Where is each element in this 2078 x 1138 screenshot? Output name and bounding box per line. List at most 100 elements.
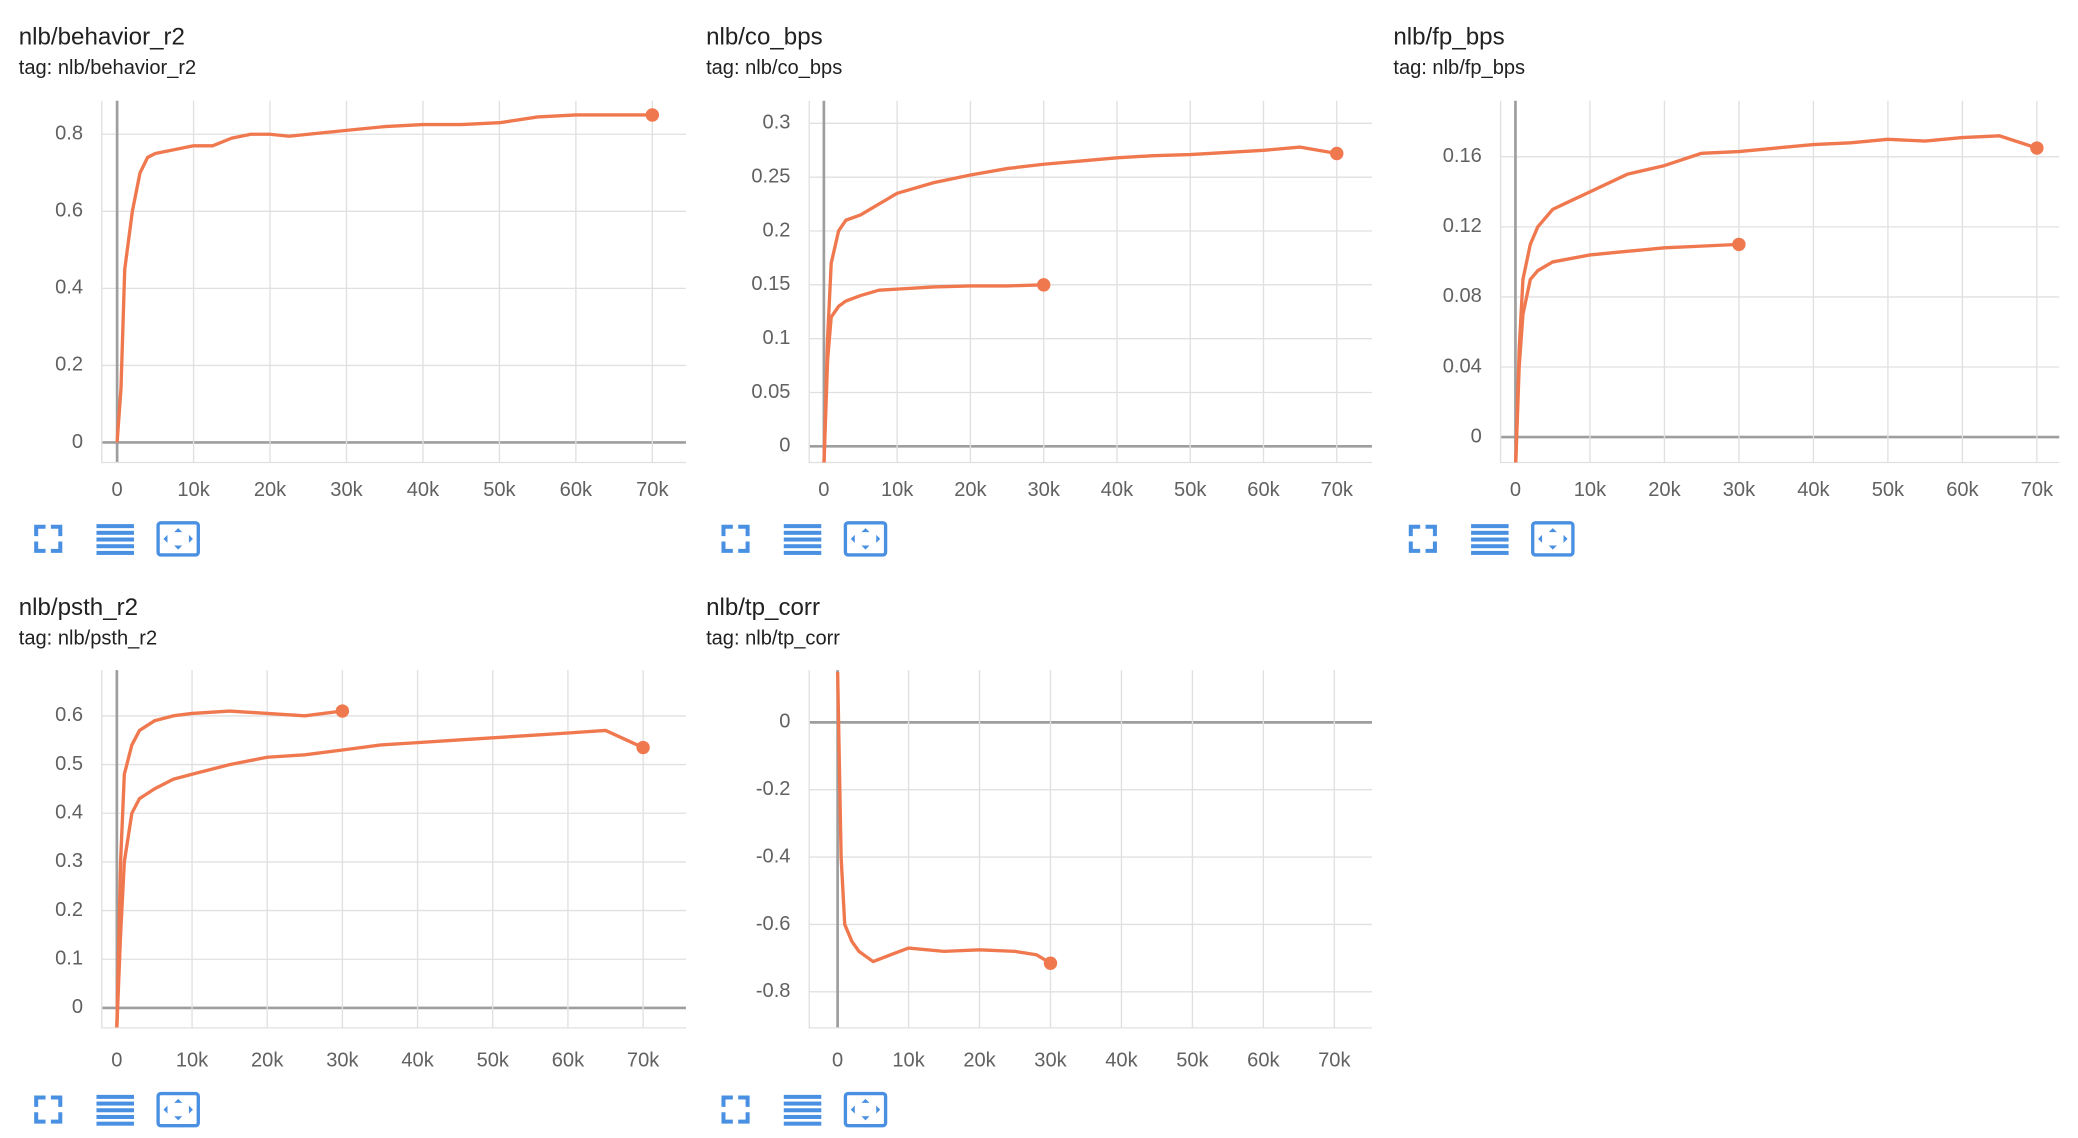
icon-stroke [96, 530, 134, 535]
icon-stroke [96, 537, 134, 542]
last-point [645, 108, 660, 122]
series-line [822, 145, 1338, 463]
y-tick-label: 0.12 [1443, 215, 1482, 237]
last-point [1036, 278, 1051, 292]
fullscreen-button[interactable] [721, 1095, 750, 1124]
icon-stroke [738, 524, 750, 537]
icon-stroke [783, 550, 822, 555]
fit-domain-button[interactable] [843, 521, 888, 557]
icon-stroke [96, 1114, 134, 1119]
y-tick-label: 0 [72, 431, 83, 453]
icon-stroke [1408, 524, 1421, 537]
x-tick-label: 40k [1105, 1050, 1138, 1072]
icon-stroke [96, 544, 134, 549]
x-tick-label: 30k [1723, 479, 1756, 501]
y-tick-label: -0.6 [756, 913, 791, 935]
icon-stroke [738, 1095, 750, 1107]
fit-domain-button[interactable] [843, 1091, 888, 1128]
icon-stroke [850, 1098, 881, 1121]
last-point [335, 704, 350, 718]
icon-stroke [50, 1112, 63, 1124]
y-tick-label: -0.2 [756, 778, 791, 800]
x-tick-label: 0 [1510, 479, 1521, 501]
chart-card: nlb/tp_corr tag: nlb/tp_corr -0.8 -0.6 -0.4 -… [706, 594, 1372, 1128]
x-tick-label: 40k [407, 479, 440, 501]
y-tick-label: 0 [1471, 425, 1482, 447]
icon-stroke [50, 524, 63, 537]
chart-tag: tag: nlb/behavior_r2 [19, 57, 196, 79]
icon-stroke [1471, 524, 1509, 529]
icon-stroke [783, 530, 822, 535]
x-tick-label: 50k [483, 479, 516, 501]
icon-stroke [783, 1094, 822, 1099]
x-tick-label: 40k [1797, 479, 1830, 501]
y-tick-label: 0.16 [1443, 145, 1482, 167]
y-tick-label: 0.2 [55, 354, 83, 376]
x-tick-label: 0 [111, 1050, 122, 1072]
icon-stroke [843, 521, 888, 557]
icon-stroke [721, 1095, 733, 1107]
x-tick-label: 60k [1247, 479, 1280, 501]
y-tick-label: 0.04 [1443, 355, 1482, 377]
icon-stroke [34, 1095, 46, 1107]
icon-stroke [1471, 530, 1509, 535]
icon-stroke [738, 1112, 750, 1124]
y-tick-label: 0.8 [55, 123, 83, 145]
last-point [1330, 146, 1344, 161]
axis-frame [808, 670, 1372, 1029]
x-tick-label: 30k [326, 1050, 359, 1072]
x-tick-label: 60k [560, 479, 593, 501]
icon-stroke [1471, 544, 1509, 549]
data-table-button[interactable] [783, 524, 822, 555]
x-tick-label: 0 [832, 1050, 843, 1072]
series-line [115, 709, 343, 1028]
y-tick-label: 0.25 [751, 165, 790, 187]
x-tick-label: 30k [1034, 1050, 1067, 1072]
axis-frame [101, 100, 686, 464]
y-tick-label: 0 [779, 711, 790, 733]
x-tick-label: 70k [1318, 1050, 1351, 1072]
x-tick-label: 70k [1321, 479, 1354, 501]
chart-tag: tag: nlb/psth_r2 [19, 628, 157, 650]
x-tick-label: 10k [1574, 479, 1607, 501]
chart-card: nlb/co_bps tag: nlb/co_bps 0 0.05 0.1 0.15 0.2… [706, 23, 1372, 557]
icon-stroke [96, 524, 134, 529]
data-table-button[interactable] [1471, 524, 1509, 555]
series-line [115, 728, 644, 1028]
fullscreen-button[interactable] [721, 524, 750, 553]
data-table-button[interactable] [96, 1094, 134, 1126]
chart-tag: tag: nlb/fp_bps [1393, 57, 1525, 79]
x-tick-label: 70k [627, 1050, 660, 1072]
y-tick-label: 0.2 [763, 219, 791, 241]
data-table-button[interactable] [783, 1094, 822, 1126]
x-tick-label: 40k [1101, 479, 1134, 501]
icon-stroke [50, 541, 63, 553]
icon-stroke [1538, 528, 1568, 550]
fullscreen-button[interactable] [1408, 524, 1437, 553]
icon-stroke [34, 1112, 46, 1124]
fullscreen-button[interactable] [34, 524, 63, 553]
icon-stroke [96, 1108, 134, 1113]
x-tick-label: 50k [1174, 479, 1207, 501]
icon-stroke [721, 1112, 733, 1124]
icon-stroke [156, 1091, 200, 1128]
series-line [115, 113, 653, 443]
data-table-button[interactable] [96, 524, 134, 555]
icon-stroke [783, 1101, 822, 1106]
fullscreen-button[interactable] [34, 1095, 63, 1124]
y-tick-label: 0.5 [55, 753, 83, 775]
x-tick-label: 20k [963, 1050, 996, 1072]
fit-domain-button[interactable] [156, 521, 200, 557]
icon-stroke [34, 524, 46, 537]
y-tick-label: 0.6 [55, 704, 83, 726]
series-line [1514, 242, 1739, 463]
fit-domain-button[interactable] [1531, 521, 1575, 557]
fit-domain-button[interactable] [156, 1091, 200, 1128]
axis-frame [1499, 100, 2060, 464]
x-tick-label: 20k [1648, 479, 1681, 501]
icon-stroke [783, 537, 822, 542]
x-tick-label: 30k [330, 479, 363, 501]
icon-stroke [1471, 537, 1509, 542]
y-tick-label: 0.6 [55, 200, 83, 222]
